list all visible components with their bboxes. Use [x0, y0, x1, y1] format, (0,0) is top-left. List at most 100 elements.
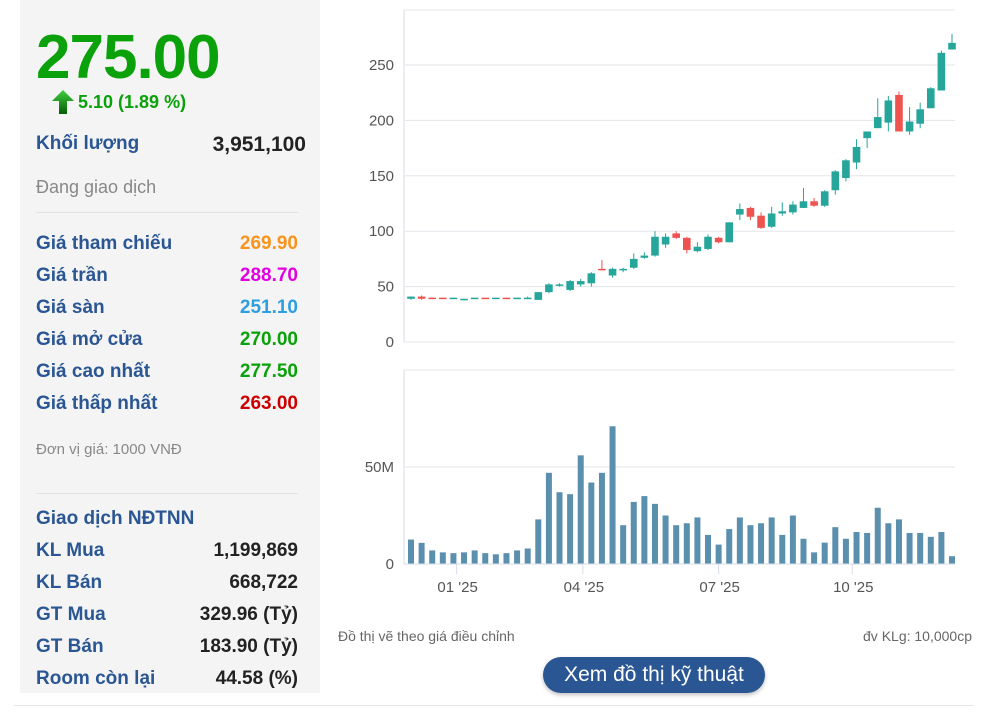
- candle-body: [852, 146, 861, 163]
- candle: [598, 260, 606, 271]
- candle-body: [629, 258, 638, 268]
- candle: [439, 297, 447, 300]
- volume-bar: [535, 519, 542, 564]
- foreign-title-row: Giao dịch NĐTNN: [36, 508, 298, 530]
- foreign-row: KL Bán 668,722: [36, 572, 298, 594]
- foreign-row: Room còn lại 44.58 (%): [36, 668, 298, 690]
- candle-body: [736, 209, 744, 215]
- candle: [407, 296, 415, 300]
- volume-bar: [811, 552, 818, 564]
- candle: [672, 231, 680, 239]
- candle-body: [608, 268, 617, 276]
- candle-body: [407, 296, 415, 299]
- candle-body: [640, 255, 649, 258]
- foreign-value: 1,199,869: [213, 540, 298, 561]
- volume-bar: [620, 525, 627, 564]
- volume-tick-label: 0: [386, 556, 394, 573]
- candle-body: [926, 88, 935, 109]
- candle: [470, 297, 479, 300]
- volume-bar: [864, 532, 871, 564]
- candle-body: [598, 268, 606, 271]
- volume-value: 3,951,100: [212, 133, 306, 156]
- x-tick-label: 01 '25: [437, 579, 477, 596]
- candle: [852, 139, 861, 170]
- candle-body: [555, 284, 564, 286]
- candle-body: [661, 236, 670, 245]
- price-row: Giá tham chiếu 269.90: [36, 233, 298, 255]
- price-label: Giá tham chiếu: [36, 233, 173, 254]
- candle: [778, 202, 787, 216]
- divider: [36, 493, 298, 494]
- candle-body: [566, 281, 574, 290]
- trading-status: Đang giao dịch: [36, 177, 157, 197]
- foreign-row: GT Mua 329.96 (Tỷ): [36, 604, 298, 626]
- candle: [937, 50, 946, 91]
- volume-bar: [768, 517, 775, 564]
- adjusted-price-note: Đồ thị vẽ theo giá điều chỉnh: [338, 628, 515, 644]
- candle: [863, 131, 871, 149]
- candle-body: [470, 297, 479, 300]
- volume-bar: [524, 548, 531, 564]
- candle: [513, 297, 521, 300]
- volume-bar: [503, 553, 510, 564]
- volume-bar: [949, 556, 955, 564]
- volume-bar: [429, 550, 436, 564]
- price-tick-label: 150: [369, 168, 394, 185]
- volume-bar: [832, 527, 839, 564]
- candle: [895, 91, 903, 132]
- price-label: Giá cao nhất: [36, 361, 151, 382]
- foreign-label: KL Bán: [36, 572, 103, 593]
- price-tick-label: 100: [369, 223, 394, 240]
- volume-bar: [651, 503, 658, 564]
- volume-bar: [641, 496, 648, 564]
- volume-bar: [577, 455, 584, 564]
- candle-body: [502, 297, 511, 300]
- candle: [704, 234, 712, 251]
- candle: [916, 102, 924, 129]
- volume-bar: [705, 534, 712, 564]
- candle: [767, 206, 776, 228]
- candle: [449, 297, 458, 300]
- up-arrow-icon: [52, 90, 74, 114]
- foreign-label: GT Bán: [36, 636, 104, 657]
- candle: [534, 292, 543, 300]
- price-value: 288.70: [239, 265, 298, 286]
- volume-tick-label: 50M: [365, 459, 394, 476]
- candle-body: [513, 297, 521, 300]
- candle: [492, 297, 500, 300]
- quote-panel: 275.00 5.10 (1.89 %) Khối lượng 3,951,10…: [20, 0, 320, 693]
- volume-bar: [556, 492, 563, 564]
- volume-bar: [471, 550, 478, 564]
- price-row: Giá mở cửa 270.00: [36, 329, 298, 351]
- volume-bar: [439, 552, 446, 564]
- candle: [926, 87, 935, 109]
- candle: [714, 236, 723, 244]
- candle: [736, 203, 744, 221]
- candle-body: [863, 131, 871, 139]
- candle-body: [460, 298, 468, 301]
- candle-body: [576, 281, 585, 285]
- last-price: 275.00: [36, 23, 221, 92]
- volume-bar: [450, 553, 457, 564]
- candle: [799, 187, 808, 208]
- technical-chart-button[interactable]: Xem đồ thị kỹ thuật: [543, 657, 765, 693]
- candle-body: [683, 237, 691, 251]
- volume-bar: [694, 517, 701, 564]
- price-row: Giá cao nhất 277.50: [36, 361, 298, 383]
- candle: [545, 283, 553, 294]
- volume-bar: [662, 515, 669, 564]
- foreign-value: 329.96 (Tỷ): [199, 604, 298, 625]
- candle-body: [545, 284, 553, 293]
- volume-unit-note: đv KLg: 10,000cp: [863, 628, 972, 644]
- candle-body: [534, 292, 543, 300]
- candle-body: [831, 171, 840, 191]
- volume-bar: [906, 532, 913, 564]
- candle-body: [672, 233, 680, 238]
- price-row: Giá sàn 251.10: [36, 297, 298, 319]
- candle-body: [820, 191, 829, 206]
- candle: [619, 267, 627, 273]
- foreign-row: KL Mua 1,199,869: [36, 540, 298, 562]
- candle: [576, 278, 585, 287]
- volume-bar: [779, 534, 786, 564]
- candle: [608, 267, 617, 278]
